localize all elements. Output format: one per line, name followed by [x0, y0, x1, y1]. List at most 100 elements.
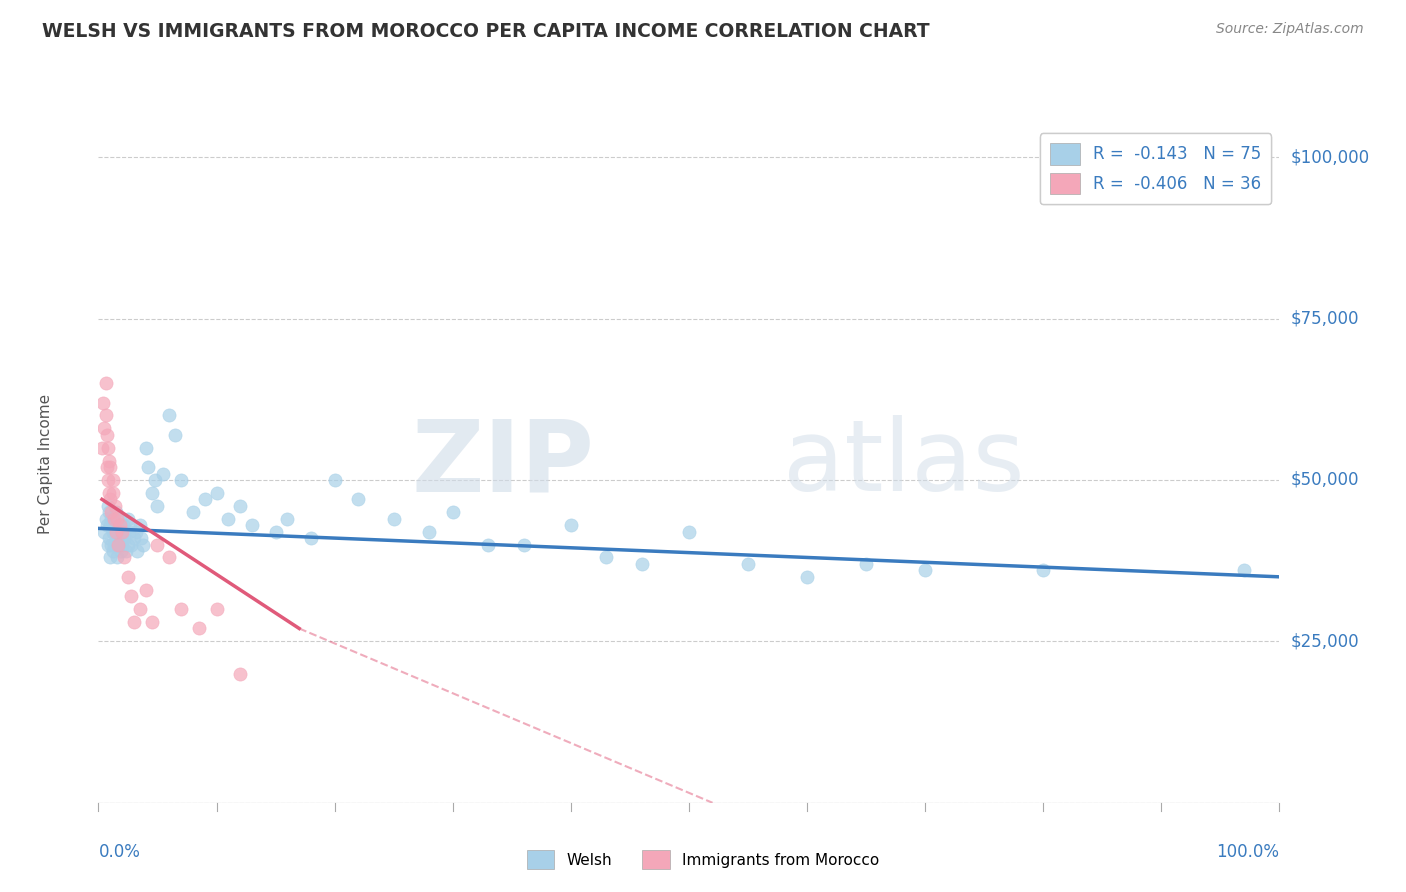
Point [240, 518, 263, 533]
Point [796, 570, 818, 584]
Point [105, 531, 128, 545]
Point [194, 492, 217, 507]
Text: Per Capita Income: Per Capita Income [38, 393, 53, 534]
Point [103, 518, 125, 533]
Point [96, 460, 118, 475]
Point [128, 518, 150, 533]
Point [127, 544, 149, 558]
Point [512, 537, 534, 551]
Point [107, 518, 129, 533]
Point [110, 544, 132, 558]
Point [264, 524, 287, 539]
Point [152, 467, 174, 481]
Point [441, 505, 464, 519]
Point [98, 531, 121, 545]
Point [299, 531, 322, 545]
Point [135, 441, 157, 455]
Point [125, 524, 148, 539]
Point [103, 537, 125, 551]
Point [914, 563, 936, 577]
Point [117, 537, 139, 551]
Point [98, 492, 121, 507]
Text: ZIP: ZIP [412, 416, 595, 512]
Point [101, 544, 124, 558]
Point [97, 473, 120, 487]
Point [323, 473, 346, 487]
Point [157, 409, 180, 423]
Point [114, 544, 136, 558]
Point [382, 512, 405, 526]
Point [737, 557, 759, 571]
Point [170, 473, 193, 487]
Point [111, 524, 134, 539]
Point [855, 557, 877, 571]
Point [141, 615, 163, 629]
Point [97, 441, 120, 455]
Point [170, 602, 193, 616]
Point [141, 486, 163, 500]
Point [121, 589, 143, 603]
Point [121, 537, 143, 551]
Point [1233, 563, 1256, 577]
Point [108, 531, 131, 545]
Point [112, 550, 135, 565]
Point [107, 537, 129, 551]
Point [205, 486, 228, 500]
Point [105, 524, 128, 539]
Point [98, 453, 121, 467]
Text: WELSH VS IMMIGRANTS FROM MOROCCO PER CAPITA INCOME CORRELATION CHART: WELSH VS IMMIGRANTS FROM MOROCCO PER CAP… [42, 22, 929, 41]
Point [98, 486, 121, 500]
Text: 0.0%: 0.0% [98, 844, 141, 862]
Point [105, 505, 128, 519]
Legend: R =  -0.143   N = 75, R =  -0.406   N = 36: R = -0.143 N = 75, R = -0.406 N = 36 [1039, 133, 1271, 204]
Point [560, 518, 582, 533]
Point [98, 505, 121, 519]
Point [120, 518, 142, 533]
Point [157, 550, 180, 565]
Text: 100.0%: 100.0% [1216, 844, 1279, 862]
Point [100, 537, 122, 551]
Point [94, 512, 117, 526]
Point [98, 550, 121, 565]
Point [111, 537, 134, 551]
Point [112, 518, 135, 533]
Point [91, 441, 114, 455]
Point [122, 531, 145, 545]
Point [143, 473, 166, 487]
Point [93, 421, 115, 435]
Point [205, 602, 228, 616]
Point [111, 524, 134, 539]
Point [108, 512, 131, 526]
Point [347, 492, 370, 507]
Point [103, 512, 125, 526]
Point [104, 499, 127, 513]
Point [100, 505, 122, 519]
Point [107, 537, 129, 551]
Point [101, 524, 124, 539]
Point [229, 499, 252, 513]
Point [630, 557, 652, 571]
Point [118, 524, 141, 539]
Point [595, 550, 617, 565]
Point [104, 524, 127, 539]
Point [678, 524, 700, 539]
Point [101, 486, 124, 500]
Point [129, 531, 152, 545]
Point [128, 602, 150, 616]
Point [105, 550, 128, 565]
Point [91, 395, 114, 409]
Point [93, 524, 115, 539]
Point [94, 409, 117, 423]
Point [97, 499, 120, 513]
Point [98, 518, 121, 533]
Point [132, 537, 155, 551]
Point [146, 499, 169, 513]
Point [165, 427, 187, 442]
Point [181, 505, 204, 519]
Point [108, 518, 131, 533]
Text: $25,000: $25,000 [1291, 632, 1360, 650]
Point [96, 518, 118, 533]
Point [101, 473, 124, 487]
Point [105, 512, 128, 526]
Text: $75,000: $75,000 [1291, 310, 1360, 327]
